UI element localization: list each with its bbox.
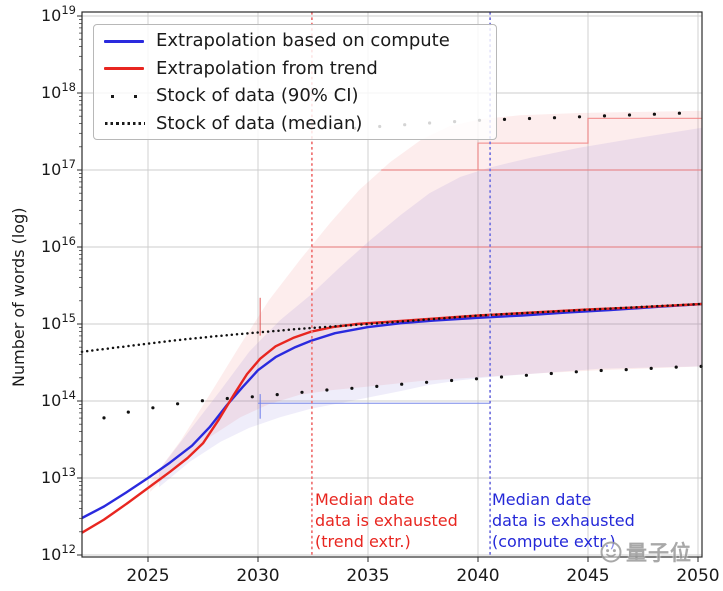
svg-text:1016: 1016 [41,234,76,256]
watermark-text: 量子位 [626,541,692,565]
annotation-compute-exhausted: Median date data is exhausted (compute e… [492,490,635,551]
dots-stock-of-data-lower-90-ci [102,364,703,420]
legend-dotted-line-sample [102,115,146,131]
legend-sparse-dots-sample [102,88,146,104]
y-tick-labels: 1012 1013 1014 1015 1016 1017 1018 1019 [41,3,76,564]
legend-item-trend: Extrapolation from trend [94,55,496,81]
legend: Extrapolation based on compute Extrapola… [93,24,497,140]
aux-quantile-lines [258,117,702,419]
svg-text:1018: 1018 [41,80,76,102]
band [159,127,702,488]
line-extrapolation-based-on-compute [81,302,703,520]
confidence-bands [150,110,702,492]
band [150,110,702,492]
annotation-trend-exhausted: Median date data is exhausted (trend ext… [315,490,458,551]
svg-text:1019: 1019 [41,3,76,25]
svg-text:2045: 2045 [566,566,609,586]
legend-red-line-sample [102,60,146,76]
qbitai-face-icon [600,541,622,563]
median-date-vlines [310,12,492,557]
legend-blue-line-sample [102,33,146,49]
svg-text:1012: 1012 [41,542,76,564]
svg-text:1017: 1017 [41,157,76,179]
legend-item-stock-ci: Stock of data (90% CI) [94,83,496,109]
legend-item-stock-median: Stock of data (median) [94,110,496,136]
dots-stock-of-data-median- [80,302,701,353]
svg-text:1013: 1013 [41,465,76,487]
svg-text:2050: 2050 [676,566,719,586]
x-tick-labels: 2025 2030 2035 2040 2045 2050 [126,566,719,586]
svg-text:1014: 1014 [41,388,76,410]
svg-text:2030: 2030 [236,566,279,586]
legend-item-compute: Extrapolation based on compute [94,28,496,54]
axis-ticks [77,15,699,562]
y-axis-title: Number of words (log) [9,207,28,388]
plot-frame [81,11,703,558]
svg-text:2035: 2035 [346,566,389,586]
watermark-qbitai: 量子位 [598,537,692,567]
svg-text:2025: 2025 [126,566,169,586]
svg-text:2040: 2040 [456,566,499,586]
svg-text:1015: 1015 [41,311,76,333]
